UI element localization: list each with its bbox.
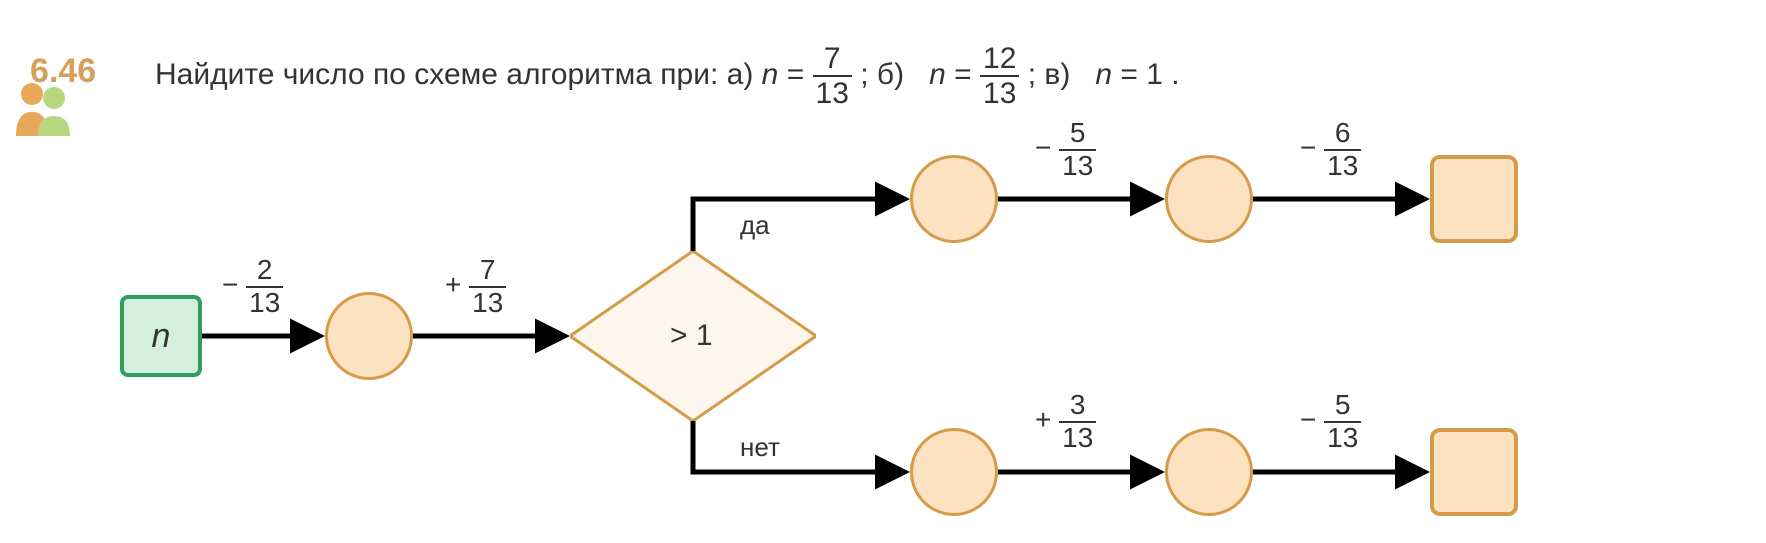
yes-op2-num: 6 (1324, 118, 1361, 151)
yes-op1-label: − 5 13 (1035, 118, 1096, 182)
yes-op2-den: 13 (1324, 151, 1361, 182)
yes-circle-2 (1165, 155, 1253, 243)
circle-1 (325, 292, 413, 380)
op1-den: 13 (246, 288, 283, 319)
yes-label: да (740, 210, 770, 241)
yes-op2-label: − 6 13 (1300, 118, 1361, 182)
no-op2-label: − 5 13 (1300, 390, 1361, 454)
no-op1-num: 3 (1059, 390, 1096, 423)
op2-frac: 7 13 (469, 255, 506, 319)
op1-label: − 2 13 (222, 255, 283, 319)
yes-op1-num: 5 (1059, 118, 1096, 151)
op2-label: + 7 13 (445, 255, 506, 319)
no-circle-1 (910, 428, 998, 516)
op2-den: 13 (469, 288, 506, 319)
op1-num: 2 (246, 255, 283, 288)
no-op1-sign: + (1035, 404, 1051, 435)
diagram-container: 6.46 Найдите число по схеме алгоритма пр… (0, 0, 1766, 543)
no-op1-frac: 3 13 (1059, 390, 1096, 454)
decision-node: > 1 (570, 251, 816, 421)
yes-op2-frac: 6 13 (1324, 118, 1361, 182)
yes-end-node (1430, 155, 1518, 243)
start-node: n (120, 295, 202, 377)
yes-op1-sign: − (1035, 132, 1051, 163)
no-label: нет (740, 432, 780, 463)
yes-op1-frac: 5 13 (1059, 118, 1096, 182)
yes-circle-1 (910, 155, 998, 243)
no-op2-sign: − (1300, 404, 1316, 435)
no-end-node (1430, 428, 1518, 516)
op2-num: 7 (469, 255, 506, 288)
start-label: n (152, 317, 171, 356)
yes-op1-den: 13 (1059, 151, 1096, 182)
no-op1-den: 13 (1059, 423, 1096, 454)
yes-op2-sign: − (1300, 132, 1316, 163)
op1-sign: − (222, 269, 238, 300)
op2-sign: + (445, 269, 461, 300)
decision-label: > 1 (670, 319, 713, 353)
no-op2-frac: 5 13 (1324, 390, 1361, 454)
no-op2-den: 13 (1324, 423, 1361, 454)
no-op1-label: + 3 13 (1035, 390, 1096, 454)
op1-frac: 2 13 (246, 255, 283, 319)
no-op2-num: 5 (1324, 390, 1361, 423)
no-circle-2 (1165, 428, 1253, 516)
